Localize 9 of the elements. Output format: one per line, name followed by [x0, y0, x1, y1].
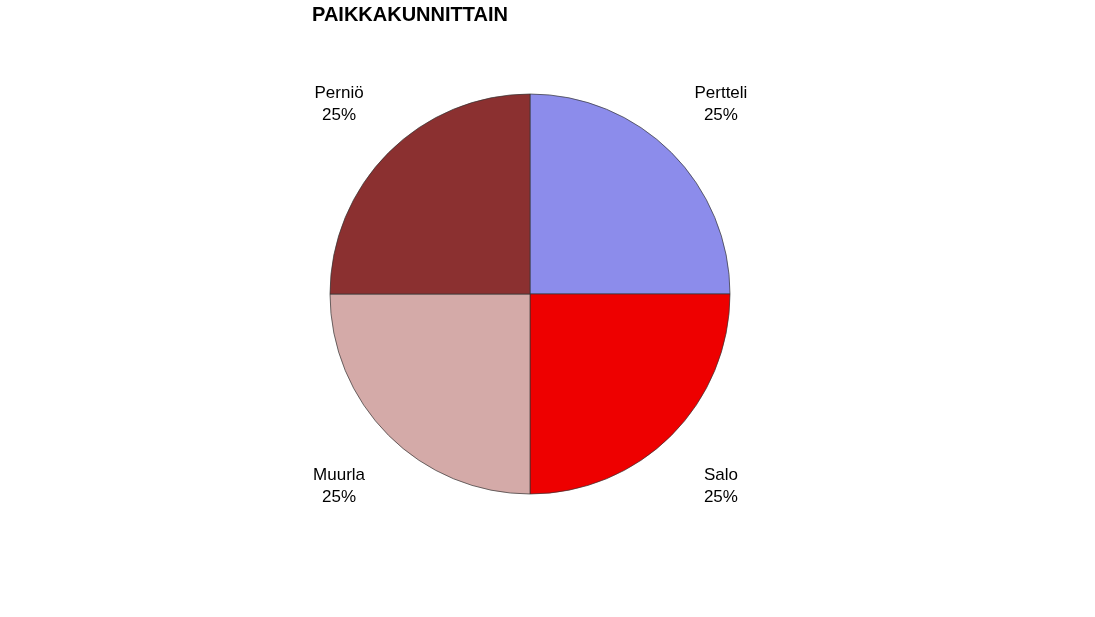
data-label: 25% — [322, 105, 357, 125]
data-label: 25% — [703, 486, 738, 506]
slice-label: Perniö — [314, 83, 364, 103]
data-label: 25% — [322, 486, 357, 506]
chart-title: PAIKKAKUNNITTAIN — [312, 3, 508, 25]
slice-label: Muurla — [313, 464, 366, 484]
slice-label: Pertteli — [694, 83, 748, 103]
data-label: 25% — [703, 105, 738, 125]
slice-label: Salo — [703, 464, 738, 484]
